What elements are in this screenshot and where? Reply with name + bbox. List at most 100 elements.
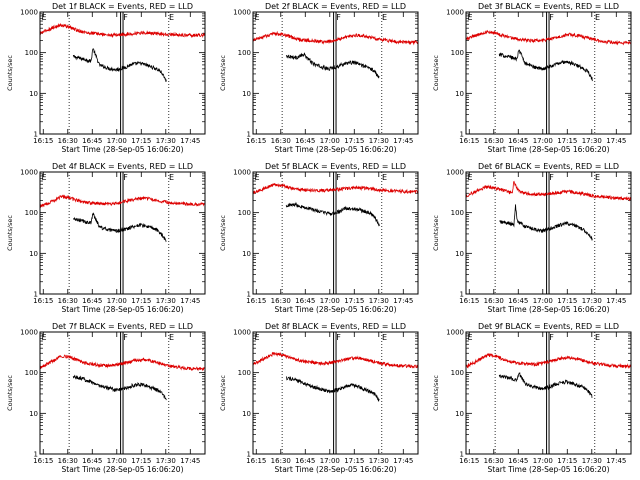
y-tick-label: 10 <box>455 90 464 98</box>
x-tick-label: 17:00 <box>533 457 553 465</box>
time-marker-label: F <box>336 13 341 22</box>
lld-series-line <box>465 352 632 369</box>
panel-5: Det 5f BLACK = Events, RED = LLD Counts/s… <box>219 162 419 314</box>
x-tick-label: 17:15 <box>344 297 364 305</box>
y-tick-label: 100 <box>451 209 464 217</box>
panel-6: Det 6f BLACK = Events, RED = LLD Counts/s… <box>432 162 632 314</box>
lld-series-line <box>39 194 206 208</box>
time-marker-label: E <box>255 173 260 182</box>
x-axis-label: Start Time (28-Sep-05 16:06:20) <box>62 145 184 154</box>
y-axis-label: Counts/sec <box>219 55 227 91</box>
lld-series-line <box>252 351 419 369</box>
plot-frame <box>252 11 419 135</box>
x-tick-label: 16:30 <box>58 137 78 145</box>
x-tick-label: 16:45 <box>295 457 315 465</box>
x-tick-label: 16:15 <box>459 137 479 145</box>
x-tick-label: 16:30 <box>484 297 504 305</box>
panel-title: Det 4f BLACK = Events, RED = LLD <box>52 162 193 171</box>
x-axis-label: Start Time (28-Sep-05 16:06:20) <box>62 465 184 474</box>
x-tick-label: 17:45 <box>606 457 626 465</box>
plot-frame <box>39 331 206 455</box>
x-tick-label: 17:15 <box>131 457 151 465</box>
y-tick-label: 10 <box>455 410 464 418</box>
events-series-line <box>498 49 593 82</box>
events-series-line <box>499 204 593 241</box>
x-tick-label: 16:15 <box>246 137 266 145</box>
panel-8: Det 8f BLACK = Events, RED = LLD Counts/s… <box>219 322 419 474</box>
x-tick-label: 17:15 <box>344 137 364 145</box>
x-tick-label: 17:00 <box>533 137 553 145</box>
x-tick-label: 17:00 <box>320 457 340 465</box>
x-tick-label: 17:45 <box>180 137 200 145</box>
y-tick-label: 10 <box>242 90 251 98</box>
time-marker-label: E <box>42 333 47 342</box>
x-tick-label: 17:45 <box>180 457 200 465</box>
x-tick-label: 17:30 <box>582 297 602 305</box>
time-marker-label: E <box>468 173 473 182</box>
x-tick-label: 17:15 <box>557 457 577 465</box>
x-tick-label: 16:45 <box>82 297 102 305</box>
panel-title: Det 5f BLACK = Events, RED = LLD <box>265 162 406 171</box>
lld-series-line <box>252 182 419 195</box>
y-axis-label: Counts/sec <box>219 375 227 411</box>
lld-series-line <box>39 22 206 39</box>
events-series-line <box>72 374 167 401</box>
x-tick-label: 17:45 <box>606 137 626 145</box>
time-marker-label: F <box>123 173 128 182</box>
time-marker-label: F <box>549 173 554 182</box>
time-marker-label: F <box>336 173 341 182</box>
lld-series-line <box>252 30 419 46</box>
x-tick-label: 16:15 <box>33 297 53 305</box>
time-marker-label: E <box>169 333 174 342</box>
y-tick-label: 100 <box>238 369 251 377</box>
x-tick-label: 16:45 <box>295 137 315 145</box>
time-marker-label: E <box>382 333 387 342</box>
x-tick-label: 17:45 <box>180 297 200 305</box>
x-tick-label: 17:15 <box>557 297 577 305</box>
plot-frame <box>252 331 419 455</box>
events-series-line <box>72 48 167 82</box>
plot-frame <box>465 171 632 295</box>
y-tick-label: 1000 <box>20 169 38 177</box>
y-tick-label: 1 <box>34 131 38 139</box>
x-tick-label: 17:30 <box>369 297 389 305</box>
x-tick-label: 17:45 <box>606 297 626 305</box>
y-axis-label: Counts/sec <box>6 375 14 411</box>
x-tick-label: 16:45 <box>508 137 528 145</box>
y-axis-label: Counts/sec <box>432 55 440 91</box>
panel-2: Det 2f BLACK = Events, RED = LLD Counts/s… <box>219 2 419 154</box>
panel-title: Det 1f BLACK = Events, RED = LLD <box>52 2 193 11</box>
x-tick-label: 16:30 <box>271 457 291 465</box>
x-tick-label: 17:00 <box>107 457 127 465</box>
y-axis-label: Counts/sec <box>432 375 440 411</box>
x-tick-label: 17:30 <box>369 137 389 145</box>
plot-frame <box>252 171 419 295</box>
events-series-line <box>498 372 593 398</box>
panel-7: Det 7f BLACK = Events, RED = LLD Counts/s… <box>6 322 206 474</box>
time-marker-label: E <box>169 13 174 22</box>
time-marker-label: E <box>255 13 260 22</box>
x-tick-label: 16:45 <box>508 297 528 305</box>
y-tick-label: 100 <box>451 369 464 377</box>
x-tick-label: 16:45 <box>295 297 315 305</box>
x-tick-label: 16:15 <box>246 457 266 465</box>
y-tick-label: 100 <box>238 209 251 217</box>
plot-frame <box>465 11 632 135</box>
panel-title: Det 8f BLACK = Events, RED = LLD <box>265 322 406 331</box>
y-tick-label: 10 <box>29 410 38 418</box>
x-axis-label: Start Time (28-Sep-05 16:06:20) <box>488 305 610 314</box>
y-tick-label: 1 <box>34 451 38 459</box>
panel-title: Det 7f BLACK = Events, RED = LLD <box>52 322 193 331</box>
y-tick-label: 1000 <box>233 9 251 17</box>
y-tick-label: 10 <box>242 250 251 258</box>
x-tick-label: 17:00 <box>320 297 340 305</box>
x-axis-label: Start Time (28-Sep-05 16:06:20) <box>275 305 397 314</box>
y-tick-label: 1000 <box>446 329 464 337</box>
x-tick-label: 17:00 <box>107 297 127 305</box>
x-tick-label: 16:30 <box>271 297 291 305</box>
events-series-line <box>285 201 380 227</box>
time-marker-label: E <box>468 333 473 342</box>
x-tick-label: 17:45 <box>393 137 413 145</box>
y-tick-label: 1 <box>34 291 38 299</box>
